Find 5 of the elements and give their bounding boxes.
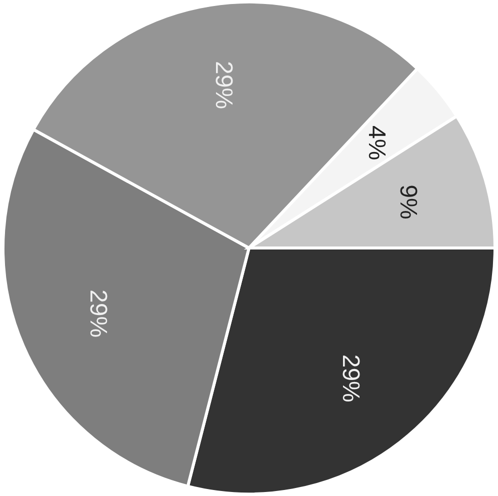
- data-label: 29%: [210, 61, 238, 110]
- data-label: 29%: [84, 290, 112, 338]
- data-label: 4%: [363, 125, 390, 160]
- data-label: 9%: [394, 184, 422, 220]
- data-label: 29%: [337, 354, 364, 402]
